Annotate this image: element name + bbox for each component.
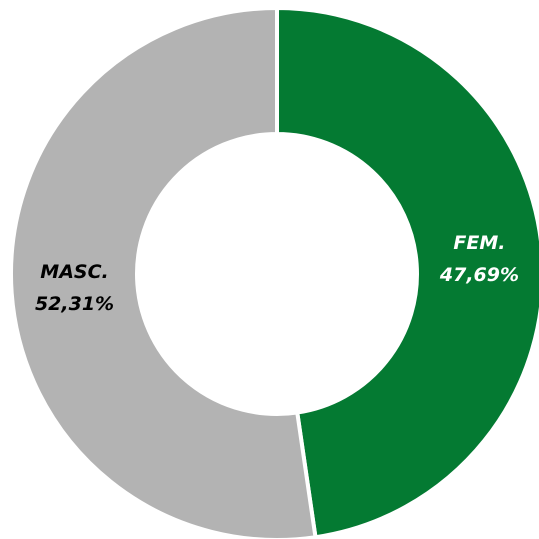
- slice-category-label: FEM.: [453, 232, 505, 254]
- donut-slice: [275, 5, 539, 539]
- donut-slice: [9, 5, 318, 539]
- slice-value-label: 47,69%: [439, 264, 519, 286]
- slice-category-label: MASC.: [40, 261, 108, 283]
- slice-value-label: 52,31%: [35, 293, 114, 315]
